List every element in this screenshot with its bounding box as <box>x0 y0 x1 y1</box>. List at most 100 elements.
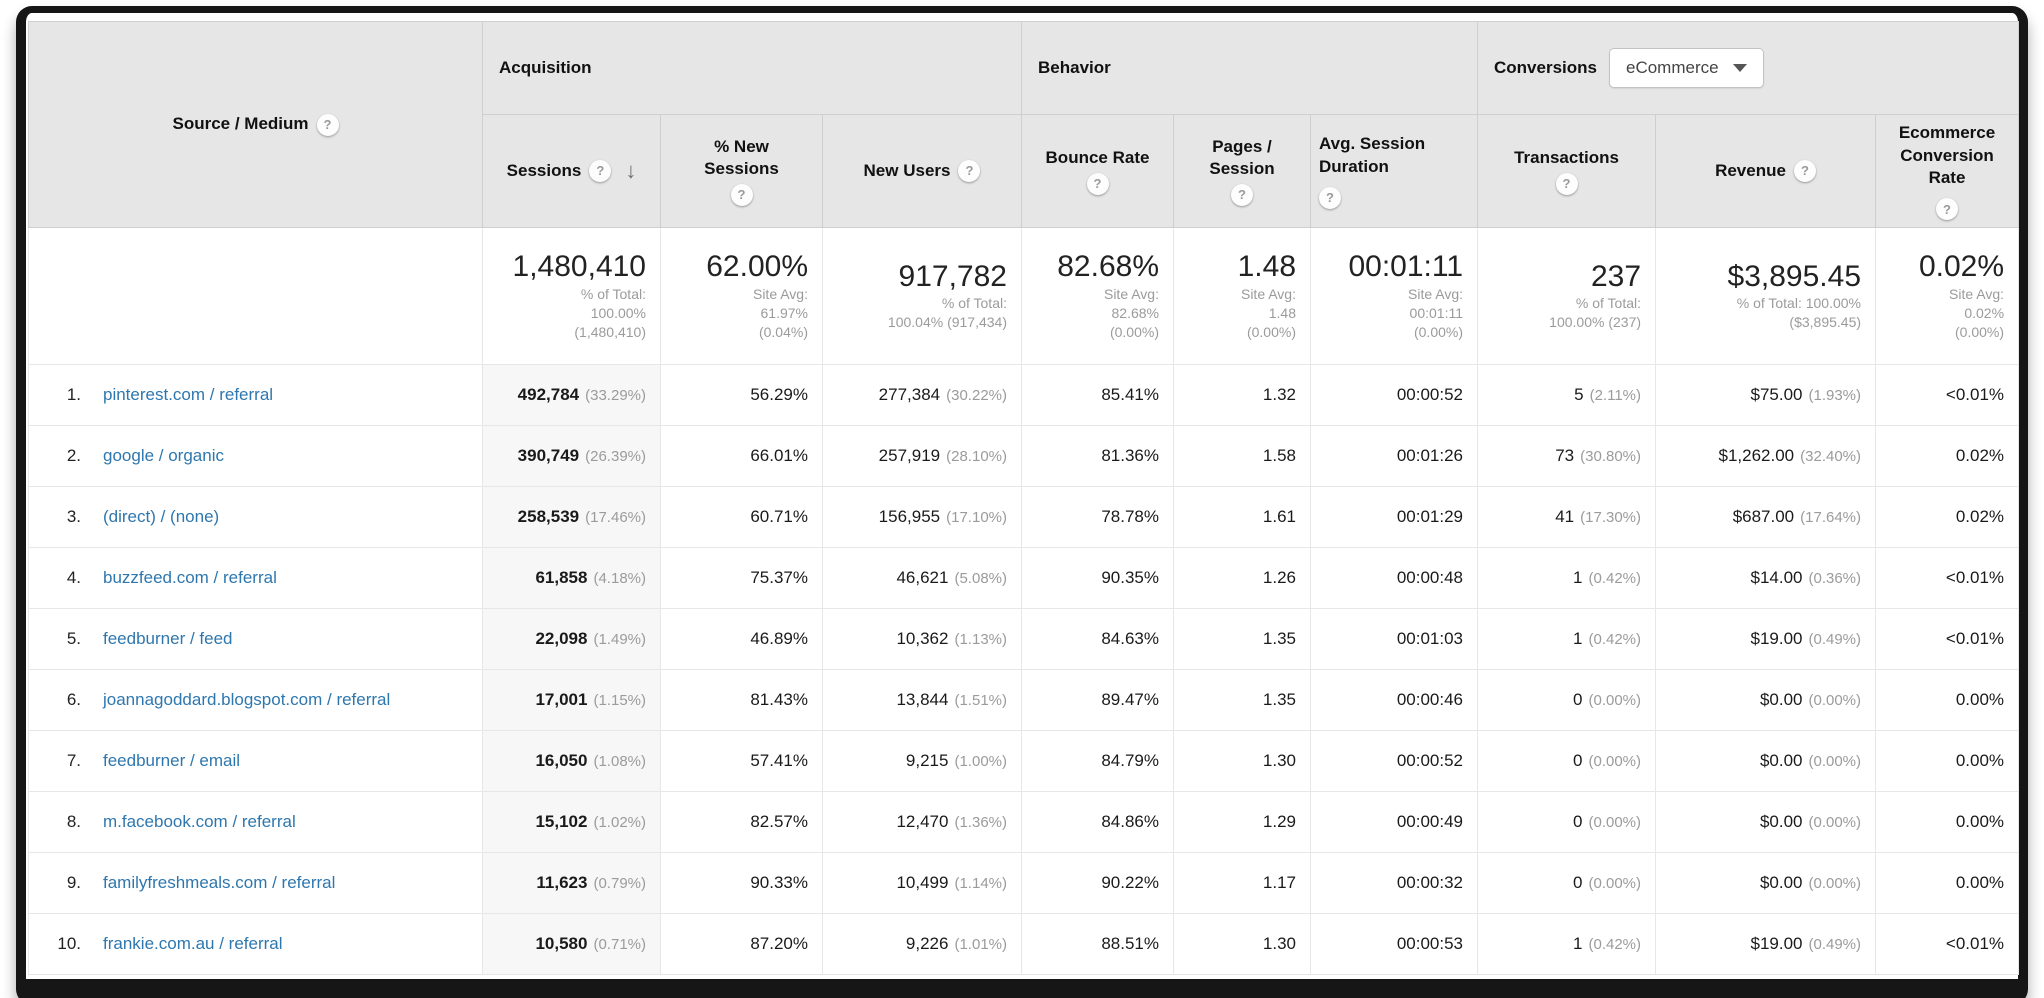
summary-transactions-cell: 237 % of Total: 100.00% (237) <box>1477 227 1657 365</box>
sort-descending-icon[interactable]: ↓ <box>625 158 637 184</box>
row-rank: 7. <box>66 751 81 770</box>
source-medium-cell: 8. m.facebook.com / referral <box>28 791 483 853</box>
source-medium-cell: 7. feedburner / email <box>28 730 483 792</box>
bounce-rate-cell: 85.41% <box>1021 364 1174 426</box>
summary-new_sessions-cell: 62.00% Site Avg: 61.97% (0.04%) <box>660 227 823 365</box>
help-icon[interactable]: ? <box>1793 160 1816 182</box>
column-header-sessions[interactable]: Sessions ? ↓ <box>482 114 661 228</box>
pages-session-cell: 1.30 <box>1173 730 1311 792</box>
summary-sessions-cell: 1,480,410% of Total: 100.00% (1,480,410) <box>482 227 661 365</box>
sessions-cell: 11,623 (0.79%) <box>482 852 661 914</box>
source-medium-link[interactable]: frankie.com.au / referral <box>103 933 283 953</box>
column-header-bounce-rate[interactable]: Bounce Rate ? <box>1021 114 1174 228</box>
row-rank: 3. <box>66 507 81 526</box>
new-users-cell: 10,499 (1.14%) <box>822 852 1022 914</box>
ecommerce-conversion-rate-cell: <0.01% <box>1875 547 2020 609</box>
help-icon[interactable]: ? <box>1231 183 1253 206</box>
summary-pages-subline: (0.00%) <box>1246 323 1296 340</box>
column-header-ecommerce-conversion-rate[interactable]: Ecommerce Conversion Rate ? <box>1875 114 2020 228</box>
source-medium-link[interactable]: google / organic <box>103 445 224 465</box>
row-rank: 10. <box>57 934 81 953</box>
source-medium-cell: 5. feedburner / feed <box>28 608 483 670</box>
column-header-new-users[interactable]: New Users ? <box>822 114 1022 228</box>
help-icon[interactable]: ? <box>1555 173 1578 196</box>
new-users-cell: 46,621 (5.08%) <box>822 547 1022 609</box>
transactions-cell: 0 (0.00%) <box>1477 669 1657 731</box>
summary-sessions-subline: (1,480,410) <box>574 323 646 340</box>
column-header-transactions[interactable]: Transactions ? <box>1477 114 1657 228</box>
source-medium-link[interactable]: feedburner / feed <box>103 628 233 648</box>
source-medium-cell: 10. frankie.com.au / referral <box>28 913 483 975</box>
source-medium-cell: 1. pinterest.com / referral <box>28 364 483 426</box>
summary-duration-cell: 00:01:11 Site Avg: 00:01:11 (0.00%) <box>1309 227 1479 365</box>
help-icon[interactable]: ? <box>589 160 612 182</box>
summary-conv_rate-value: 0.02% <box>1918 250 2005 284</box>
source-medium-link[interactable]: m.facebook.com / referral <box>103 811 296 831</box>
analytics-table: Source / Medium ? Acquisition Behavior C… <box>28 21 2020 975</box>
transactions-cell: 73 (30.80%) <box>1477 425 1657 487</box>
pct-new-sessions-cell: 66.01% <box>660 425 823 487</box>
pages-session-cell: 1.58 <box>1173 425 1311 487</box>
source-medium-link[interactable]: (direct) / (none) <box>103 506 220 526</box>
help-icon[interactable]: ? <box>958 160 981 182</box>
transactions-cell: 1 (0.42%) <box>1477 547 1657 609</box>
source-medium-link[interactable]: buzzfeed.com / referral <box>103 567 277 587</box>
column-header-revenue[interactable]: Revenue ? <box>1655 114 1877 228</box>
bounce-rate-cell: 84.86% <box>1021 791 1174 853</box>
conversions-goal-selector[interactable]: eCommerce <box>1609 48 1764 88</box>
pct-new-sessions-cell: 56.29% <box>660 364 823 426</box>
pct-new-sessions-cell: 81.43% <box>660 669 823 731</box>
table-row: 1. pinterest.com / referral 492,784 (33.29%… <box>28 364 2020 426</box>
avg-session-duration-cell: 00:00:52 <box>1309 730 1479 792</box>
revenue-cell: $0.00 (0.00%) <box>1655 852 1877 914</box>
group-conversions: Conversions eCommerce <box>1477 21 2020 115</box>
summary-pages-subline: Site Avg: <box>1240 285 1296 302</box>
help-icon[interactable]: ? <box>1936 198 1959 221</box>
summary-new_users-subline: % of Total: <box>941 295 1007 312</box>
source-medium-link[interactable]: pinterest.com / referral <box>103 384 274 404</box>
revenue-cell: $19.00 (0.49%) <box>1655 913 1877 975</box>
summary-pages-value: 1.48 <box>1237 250 1296 284</box>
source-medium-link[interactable]: feedburner / email <box>103 750 241 770</box>
screenshot-frame: Source / Medium ? Acquisition Behavior C… <box>16 6 2028 998</box>
source-medium-label: Source / Medium <box>172 114 309 134</box>
avg-session-duration-cell: 00:01:26 <box>1309 425 1479 487</box>
summary-revenue-value: $3,895.45 <box>1727 259 1862 293</box>
new-users-cell: 9,226 (1.01%) <box>822 913 1022 975</box>
source-medium-link[interactable]: familyfreshmeals.com / referral <box>103 872 336 892</box>
source-medium-header[interactable]: Source / Medium ? <box>28 21 483 228</box>
bounce-rate-cell: 84.63% <box>1021 608 1174 670</box>
summary-bounce-value: 82.68% <box>1057 250 1159 284</box>
ecommerce-conversion-rate-cell: <0.01% <box>1875 364 2020 426</box>
help-icon[interactable]: ? <box>1319 186 1341 209</box>
summary-empty-cell <box>28 227 483 365</box>
row-rank: 6. <box>66 690 81 709</box>
help-icon[interactable]: ? <box>316 113 339 136</box>
summary-new_sessions-subline: (0.04%) <box>758 323 808 340</box>
help-icon[interactable]: ? <box>730 183 753 206</box>
pages-session-cell: 1.35 <box>1173 608 1311 670</box>
new-users-cell: 277,384 (30.22%) <box>822 364 1022 426</box>
pct-new-sessions-cell: 60.71% <box>660 486 823 548</box>
pct-new-sessions-cell: 87.20% <box>660 913 823 975</box>
new-users-cell: 156,955 (17.10%) <box>822 486 1022 548</box>
source-medium-link[interactable]: joannagoddard.blogspot.com / referral <box>103 689 391 709</box>
summary-duration-subline: (0.00%) <box>1413 323 1464 340</box>
pct-new-sessions-cell: 90.33% <box>660 852 823 914</box>
column-header-pct-new-sessions[interactable]: % New Sessions ? <box>660 114 823 228</box>
source-medium-cell: 9. familyfreshmeals.com / referral <box>28 852 483 914</box>
summary-revenue-cell: $3,895.45 % of Total: 100.00% ($3,895.45) <box>1655 227 1877 365</box>
sessions-cell: 10,580 (0.71%) <box>482 913 661 975</box>
summary-new_sessions-value: 62.00% <box>706 250 808 284</box>
summary-sessions-subline: % of Total: <box>580 285 646 302</box>
summary-conv_rate-subline: 0.02% <box>1964 304 2005 321</box>
column-header-avg-session-duration[interactable]: Avg. Session Duration ? <box>1309 114 1479 228</box>
pct-new-sessions-cell: 46.89% <box>660 608 823 670</box>
revenue-cell: $1,262.00 (32.40%) <box>1655 425 1877 487</box>
column-header-pages-session[interactable]: Pages / Session ? <box>1173 114 1311 228</box>
source-medium-cell: 3. (direct) / (none) <box>28 486 483 548</box>
help-icon[interactable]: ? <box>1086 173 1109 196</box>
avg-session-duration-cell: 00:01:29 <box>1309 486 1479 548</box>
chevron-down-icon <box>1732 64 1747 72</box>
ecommerce-conversion-rate-cell: 0.00% <box>1875 669 2020 731</box>
